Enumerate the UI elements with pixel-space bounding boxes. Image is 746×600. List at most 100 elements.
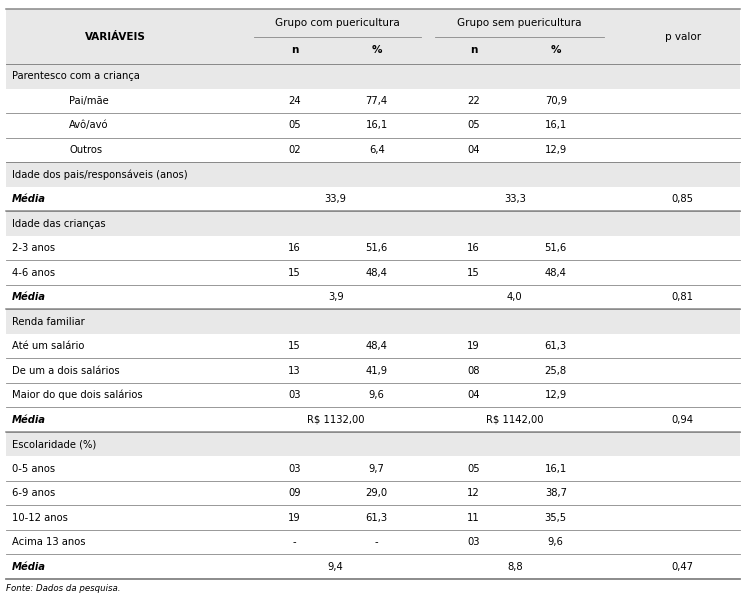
Text: Média: Média [12, 292, 46, 302]
Text: 03: 03 [289, 390, 301, 400]
Bar [6, 236, 740, 260]
Bar [6, 138, 740, 162]
Text: 51,6: 51,6 [366, 243, 388, 253]
Bar [6, 187, 740, 211]
Bar [6, 554, 740, 579]
Text: 04: 04 [468, 390, 480, 400]
Text: Idade dos pais/responsáveis (anos): Idade dos pais/responsáveis (anos) [12, 169, 187, 180]
Text: 41,9: 41,9 [366, 365, 388, 376]
Text: 16: 16 [288, 243, 301, 253]
Text: 05: 05 [468, 464, 480, 473]
Text: 61,3: 61,3 [366, 513, 388, 523]
Text: 04: 04 [468, 145, 480, 155]
Bar [6, 162, 740, 187]
Text: 61,3: 61,3 [545, 341, 567, 351]
Text: 38,7: 38,7 [545, 488, 567, 498]
Bar [6, 89, 740, 113]
Text: Parentesco com a criança: Parentesco com a criança [12, 71, 140, 82]
Text: 4-6 anos: 4-6 anos [12, 268, 55, 278]
Text: 25,8: 25,8 [545, 365, 567, 376]
Text: 33,9: 33,9 [325, 194, 347, 204]
Text: Outros: Outros [69, 145, 102, 155]
Text: Avô/avó: Avô/avó [69, 121, 109, 130]
Text: 29,0: 29,0 [366, 488, 388, 498]
Text: 03: 03 [289, 464, 301, 473]
Text: R$ 1132,00: R$ 1132,00 [307, 415, 365, 425]
Text: Renda familiar: Renda familiar [12, 317, 85, 326]
Text: 3,9: 3,9 [327, 292, 344, 302]
Text: Grupo com puericultura: Grupo com puericultura [275, 18, 400, 28]
Text: Idade das crianças: Idade das crianças [12, 218, 106, 229]
Text: 16: 16 [467, 243, 480, 253]
Text: De um a dois salários: De um a dois salários [12, 365, 119, 376]
Text: 6-9 anos: 6-9 anos [12, 488, 55, 498]
Text: R$ 1142,00: R$ 1142,00 [486, 415, 544, 425]
Text: 48,4: 48,4 [545, 268, 567, 278]
Text: 16,1: 16,1 [366, 121, 388, 130]
Text: 12,9: 12,9 [545, 145, 567, 155]
Text: 4,0: 4,0 [507, 292, 522, 302]
Text: Grupo sem puericultura: Grupo sem puericultura [457, 18, 582, 28]
Text: 0,81: 0,81 [671, 292, 694, 302]
Bar [6, 334, 740, 358]
Text: 05: 05 [468, 121, 480, 130]
Bar [6, 9, 740, 64]
Text: 0,85: 0,85 [671, 194, 694, 204]
Text: 12,9: 12,9 [545, 390, 567, 400]
Text: -: - [293, 537, 296, 547]
Text: 05: 05 [289, 121, 301, 130]
Text: 08: 08 [468, 365, 480, 376]
Text: 48,4: 48,4 [366, 268, 388, 278]
Bar [6, 64, 740, 89]
Text: Maior do que dois salários: Maior do que dois salários [12, 390, 142, 400]
Text: 19: 19 [467, 341, 480, 351]
Text: p valor: p valor [665, 32, 700, 41]
Text: Escolaridade (%): Escolaridade (%) [12, 439, 96, 449]
Bar [6, 211, 740, 236]
Text: 9,7: 9,7 [369, 464, 385, 473]
Text: 77,4: 77,4 [366, 96, 388, 106]
Text: 0-5 anos: 0-5 anos [12, 464, 55, 473]
Bar [6, 310, 740, 334]
Text: 02: 02 [289, 145, 301, 155]
Text: %: % [551, 46, 561, 55]
Bar [6, 285, 740, 310]
Text: 2-3 anos: 2-3 anos [12, 243, 55, 253]
Text: 16,1: 16,1 [545, 464, 567, 473]
Text: 15: 15 [288, 268, 301, 278]
Text: 16,1: 16,1 [545, 121, 567, 130]
Text: 70,9: 70,9 [545, 96, 567, 106]
Text: 8,8: 8,8 [507, 562, 522, 572]
Text: 15: 15 [467, 268, 480, 278]
Text: Média: Média [12, 415, 46, 425]
Bar [6, 407, 740, 432]
Text: n: n [291, 46, 298, 55]
Text: 24: 24 [289, 96, 301, 106]
Text: Acima 13 anos: Acima 13 anos [12, 537, 86, 547]
Text: Até um salário: Até um salário [12, 341, 84, 351]
Bar [6, 383, 740, 407]
Bar [6, 113, 740, 138]
Text: 19: 19 [288, 513, 301, 523]
Text: 9,6: 9,6 [369, 390, 385, 400]
Text: -: - [375, 537, 378, 547]
Text: 51,6: 51,6 [545, 243, 567, 253]
Text: 33,3: 33,3 [504, 194, 526, 204]
Text: 13: 13 [289, 365, 301, 376]
Text: Fonte: Dados da pesquisa.: Fonte: Dados da pesquisa. [6, 584, 120, 593]
Bar [6, 481, 740, 505]
Text: 9,6: 9,6 [548, 537, 564, 547]
Text: Pai/mãe: Pai/mãe [69, 96, 109, 106]
Text: 0,94: 0,94 [671, 415, 694, 425]
Text: n: n [470, 46, 477, 55]
Text: %: % [372, 46, 382, 55]
Text: 9,4: 9,4 [327, 562, 344, 572]
Bar [6, 260, 740, 285]
Text: 48,4: 48,4 [366, 341, 388, 351]
Text: 0,47: 0,47 [671, 562, 694, 572]
Bar [6, 530, 740, 554]
Text: 09: 09 [289, 488, 301, 498]
Text: 03: 03 [468, 537, 480, 547]
Bar [6, 432, 740, 457]
Text: 10-12 anos: 10-12 anos [12, 513, 68, 523]
